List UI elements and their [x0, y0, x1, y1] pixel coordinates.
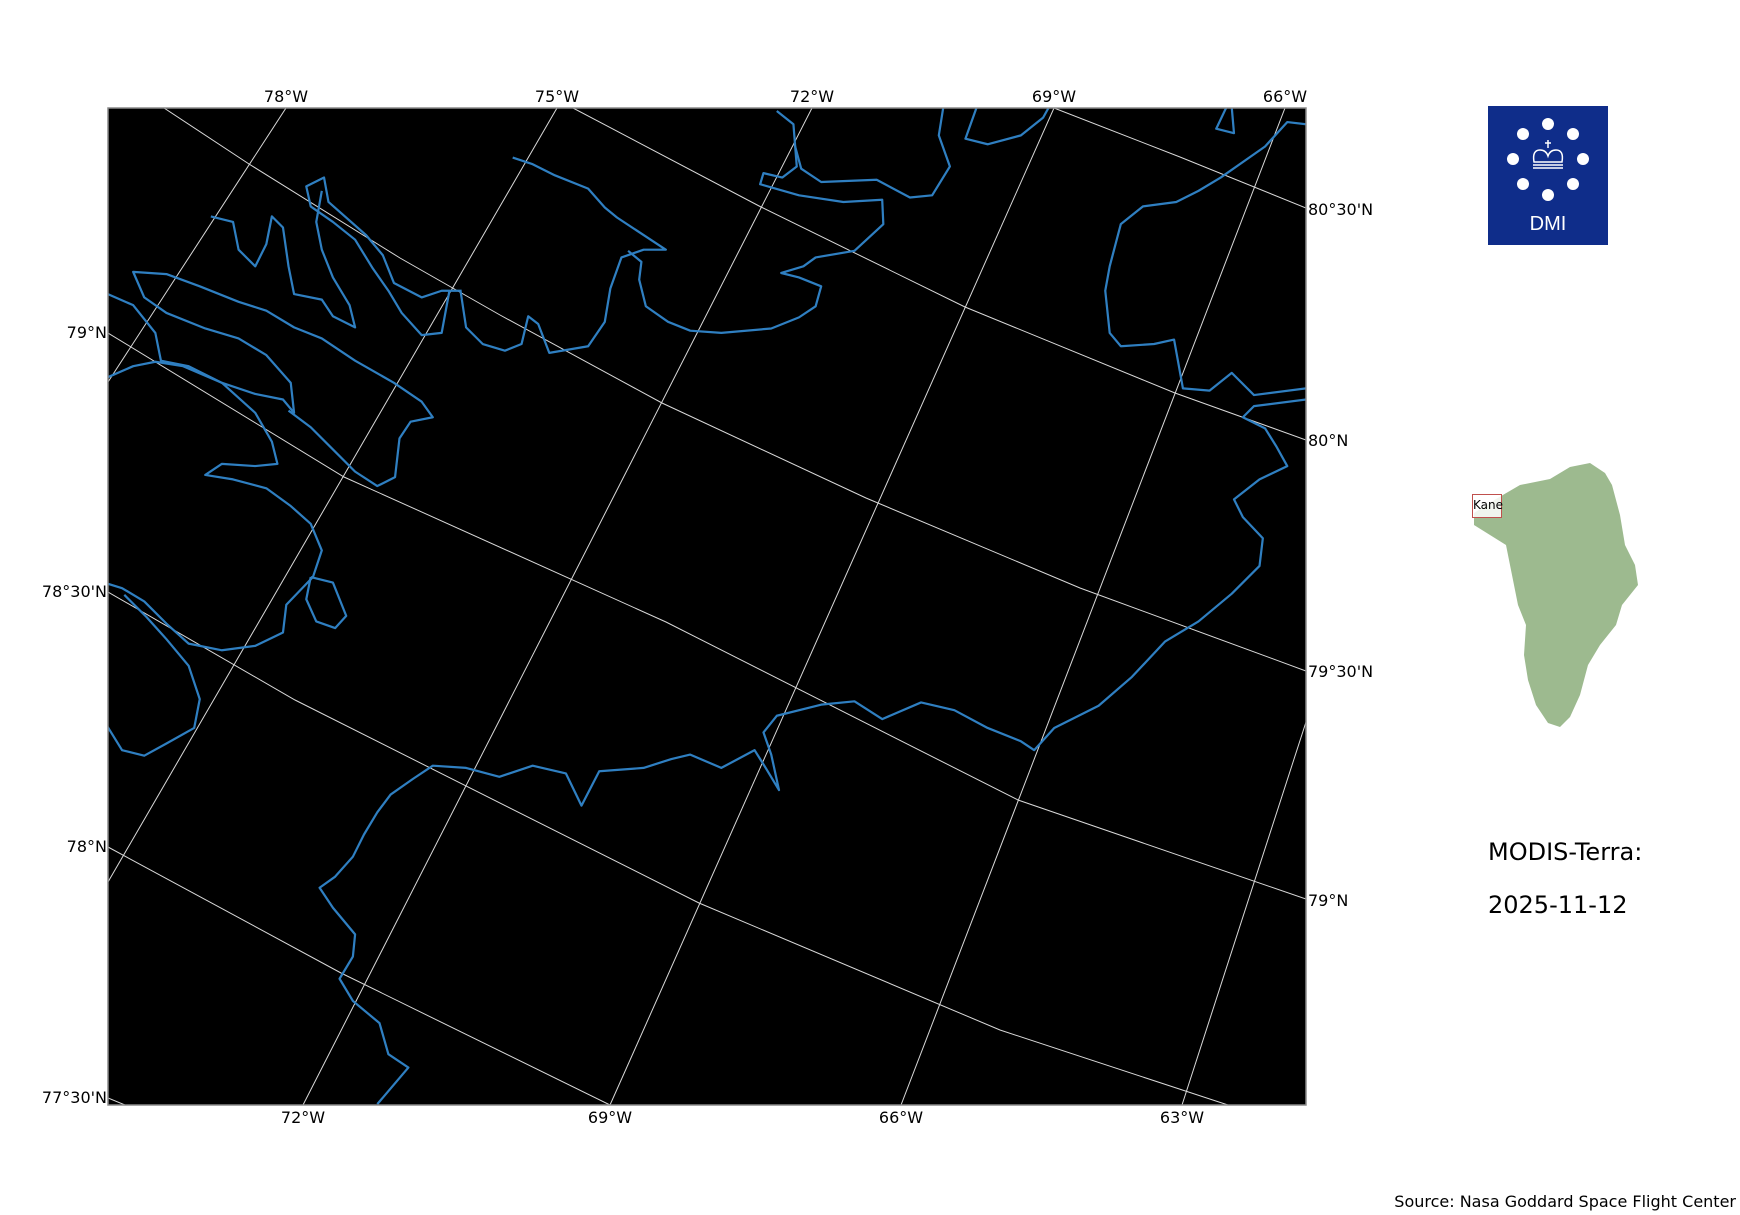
- lat-label-left: 79°N: [66, 323, 107, 342]
- map-frame: [107, 107, 1307, 1106]
- meridian-66w: [900, 108, 1286, 1105]
- lon-label-top: 66°W: [1262, 87, 1308, 106]
- coastline: [108, 360, 323, 652]
- sensor-label: MODIS-Terra:: [1488, 838, 1643, 866]
- lon-label-bottom: 69°W: [587, 1108, 633, 1127]
- coastline: [318, 398, 1306, 1105]
- parallel-79-30n: [163, 108, 1306, 672]
- coastlines: [108, 108, 1306, 1105]
- date-label: 2025-11-12: [1488, 891, 1628, 919]
- meridian-63w: [1181, 721, 1306, 1105]
- lon-label-bottom: 66°W: [878, 1108, 924, 1127]
- map-background: [108, 108, 1306, 1105]
- coastline: [210, 190, 357, 329]
- region-box-kane: Kane: [1472, 494, 1503, 518]
- coastline: [108, 270, 434, 488]
- coastline: [627, 110, 885, 335]
- coastline: [1104, 120, 1306, 397]
- parallel-77-30n: [108, 1097, 126, 1105]
- lon-label-bottom: 63°W: [1159, 1108, 1205, 1127]
- greenland-inset-map: [1474, 463, 1638, 727]
- meridian-72w: [302, 108, 813, 1105]
- logo-text: DMI: [1530, 213, 1567, 235]
- coastline: [1215, 108, 1236, 135]
- lon-label-top: 69°W: [1031, 87, 1077, 106]
- lon-label-top: 78°W: [263, 87, 309, 106]
- parallel-80-30n: [1053, 108, 1306, 209]
- lat-label-right: 80°30'N: [1308, 200, 1374, 219]
- meridian-69w: [609, 108, 1055, 1105]
- lat-label-right: 79°30'N: [1308, 662, 1374, 681]
- greenland-landmass: [1474, 463, 1638, 727]
- lat-label-left: 77°30'N: [41, 1088, 107, 1107]
- coastline: [108, 594, 201, 757]
- coastline: [964, 108, 1050, 146]
- lon-label-top: 75°W: [534, 87, 580, 106]
- dmi-logo: DMI: [1488, 106, 1608, 245]
- meridian-78w: [108, 108, 287, 383]
- crown-icon: [1532, 140, 1564, 169]
- lat-label-left: 78°N: [66, 837, 107, 856]
- parallel-80n: [572, 108, 1306, 441]
- parallel-78n: [108, 846, 611, 1105]
- coastline: [305, 156, 667, 354]
- source-credit: Source: Nasa Goddard Space Flight Center: [1394, 1192, 1736, 1211]
- lon-label-top: 72°W: [789, 87, 835, 106]
- parallel-78-30n: [108, 591, 1229, 1105]
- lat-label-right: 80°N: [1308, 431, 1349, 450]
- lon-label-bottom: 72°W: [280, 1108, 326, 1127]
- coastline: [305, 575, 348, 630]
- coastline: [793, 108, 952, 199]
- lat-label-left: 78°30'N: [41, 582, 107, 601]
- graticule: [108, 108, 1306, 1105]
- meridian-75w: [108, 108, 558, 883]
- lat-label-right: 79°N: [1308, 891, 1349, 910]
